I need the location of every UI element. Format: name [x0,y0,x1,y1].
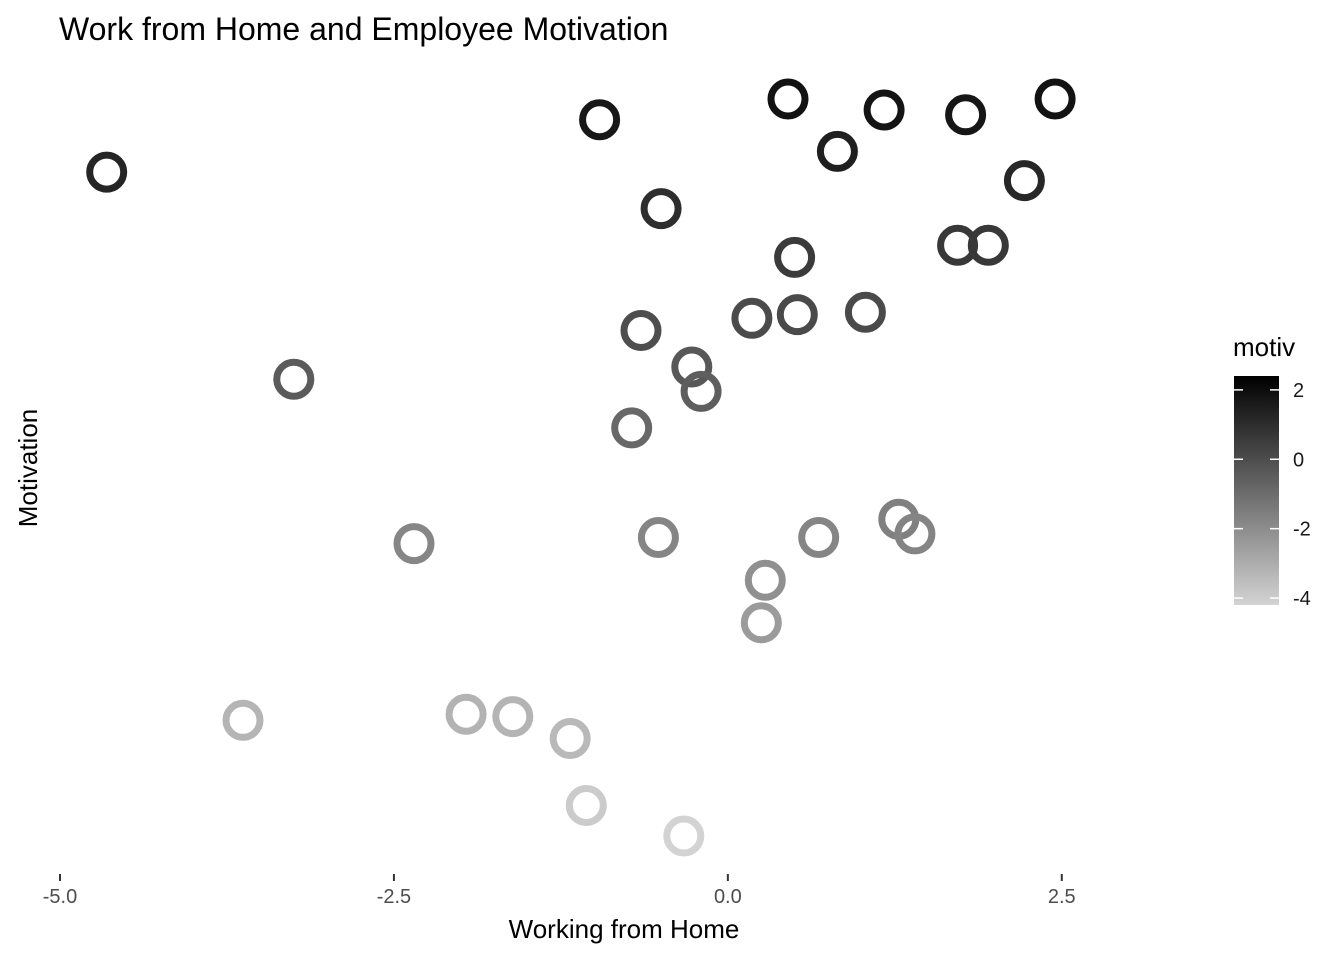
data-point [549,718,591,759]
data-point [1034,78,1076,120]
y-axis-title: Motivation [13,409,43,528]
data-point [492,696,534,738]
data-point [744,559,786,601]
data-point [663,815,705,857]
x-tick-label: 2.5 [1048,886,1076,908]
data-point [798,517,840,558]
legend-tick-label: 0 [1293,449,1304,471]
data-point [680,370,722,412]
data-point [579,99,621,141]
x-axis: -5.0 -2.5 0.0 2.5 [43,874,1076,908]
colorbar [1234,376,1279,605]
data-point [393,523,435,565]
x-tick-label: -5.0 [43,886,77,908]
data-point [273,358,315,400]
data-point [222,699,264,741]
legend-tick-label: -4 [1293,588,1311,610]
data-point [776,294,818,336]
data-point [863,89,905,131]
x-tick-label: 0.0 [714,886,742,908]
data-point [767,78,809,120]
data-point [1003,160,1045,202]
data-point [844,291,886,333]
chart-title: Work from Home and Employee Motivation [59,11,668,47]
legend-title: motiv [1233,332,1295,362]
legend-ticks: 2 0 -2 -4 [1234,380,1311,610]
data-point [740,602,782,644]
data-point [731,297,773,339]
data-point [894,513,936,555]
data-point [637,517,679,558]
legend-tick-label: 2 [1293,380,1304,402]
data-point [620,310,662,351]
data-point [945,94,987,136]
data-point [86,151,128,193]
data-point [640,188,682,230]
x-tick-label: -2.5 [377,886,411,908]
x-axis-title: Working from Home [509,914,740,944]
data-point [611,407,653,449]
data-point [445,693,487,735]
data-point [671,346,713,388]
data-point [565,785,607,826]
data-point [816,130,858,172]
color-legend: motiv 2 0 -2 -4 [1233,332,1311,610]
legend-tick-label: -2 [1293,519,1311,541]
points-layer [86,78,1076,857]
data-point [774,236,816,278]
data-point [967,224,1009,266]
